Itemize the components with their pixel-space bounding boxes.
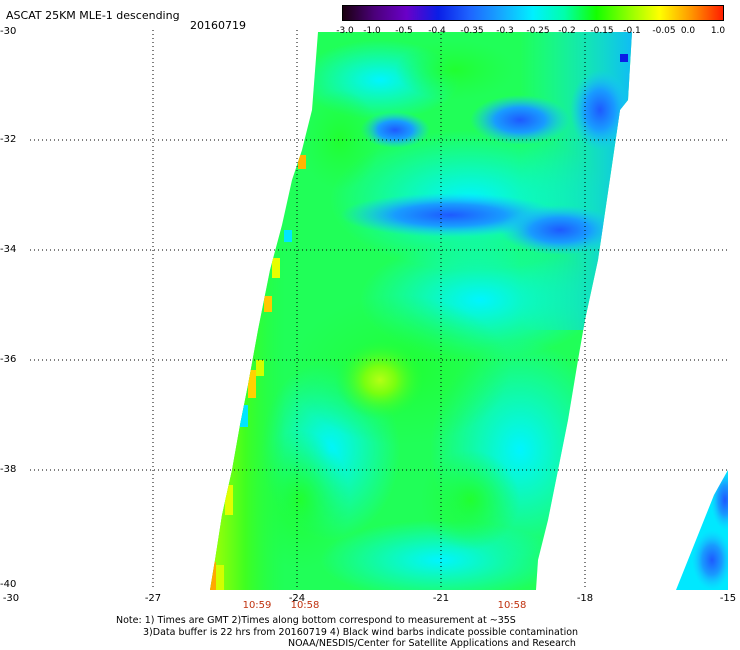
swath-main [210, 32, 632, 590]
lon-label: -30 [2, 593, 20, 604]
lon-label: -15 [719, 593, 737, 604]
lon-label: -27 [144, 593, 162, 604]
colorbar-label: -0.15 [590, 26, 614, 36]
map-title: ASCAT 25KM MLE-1 descending [6, 9, 180, 22]
colorbar-label: -0.35 [460, 26, 484, 36]
lat-label: -30 [0, 26, 17, 37]
colorbar-label: -0.2 [558, 26, 576, 36]
colorbar-label: -0.3 [496, 26, 514, 36]
swath-east [676, 470, 728, 590]
note-line-1: Note: 1) Times are GMT 2)Times along bot… [116, 615, 516, 626]
grid [30, 30, 730, 590]
colorbar-label: 0.0 [680, 26, 696, 36]
lon-label: -18 [576, 593, 594, 604]
colorbar-label: -0.5 [395, 26, 413, 36]
lat-label: -38 [0, 464, 17, 475]
note-line-2: 3)Data buffer is 22 hrs from 20160719 4)… [143, 627, 579, 638]
swath-pixel-dark [620, 54, 628, 62]
colorbar-label: -0.1 [623, 26, 641, 36]
time-label: 10:59 [242, 600, 272, 611]
colorbar-label: -3.0 [336, 26, 354, 36]
colorbar-label: -0.05 [652, 26, 676, 36]
lon-label: -21 [432, 593, 450, 604]
time-label: 10:58 [290, 600, 320, 611]
time-label: 10:58 [497, 600, 527, 611]
colorbar-label: -0.25 [526, 26, 550, 36]
map-date: 20160719 [190, 19, 246, 32]
note-line-3: NOAA/NESDIS/Center for Satellite Applica… [288, 638, 576, 649]
colorbar [342, 5, 724, 21]
lon-label: -24 [288, 593, 306, 604]
colorbar-label: 1.0 [710, 26, 726, 36]
lat-label: -34 [0, 244, 17, 255]
notes: Note: 1) Times are GMT 2)Times along bot… [0, 616, 740, 650]
colorbar-label: -1.0 [363, 26, 381, 36]
lat-label: -32 [0, 134, 17, 145]
lat-label: -36 [0, 354, 17, 365]
colorbar-label: -0.4 [428, 26, 446, 36]
lat-label: -40 [0, 579, 17, 590]
